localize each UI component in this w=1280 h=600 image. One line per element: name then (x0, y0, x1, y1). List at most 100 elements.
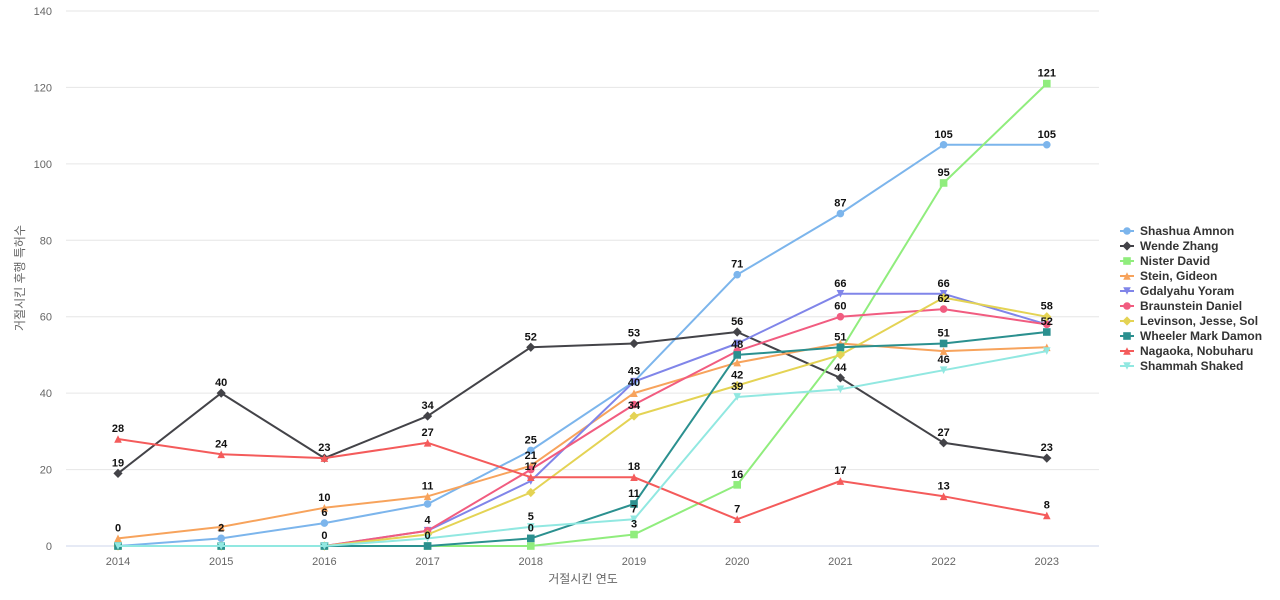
series-line (117, 143, 1048, 547)
y-tick-label: 100 (34, 159, 52, 171)
data-point (217, 450, 225, 459)
data-point (527, 465, 535, 474)
series-line (117, 438, 1048, 521)
data-point (835, 373, 845, 383)
data-point (423, 529, 433, 540)
data-point (733, 393, 741, 401)
data-point (114, 534, 122, 543)
data-point (836, 209, 845, 218)
data-label: 21 (525, 450, 537, 462)
data-point (423, 500, 432, 508)
data-point (630, 389, 638, 397)
data-label: 95 (937, 167, 949, 179)
legend-marker (1123, 227, 1131, 235)
data-point (732, 380, 742, 391)
series-line (117, 350, 1048, 547)
data-point (836, 477, 845, 485)
data-label: 40 (215, 377, 227, 389)
legend-marker (1122, 241, 1132, 251)
data-point (836, 289, 845, 298)
data-label: 51 (937, 327, 949, 339)
data-label: 52 (1041, 316, 1053, 328)
data-label: 40 (628, 377, 640, 389)
x-tick-label: 2018 (519, 556, 543, 568)
data-point (733, 358, 741, 367)
data-label: 87 (834, 198, 846, 210)
data-label: 27 (937, 427, 949, 439)
data-label: 51 (834, 331, 846, 343)
data-label: 39 (731, 381, 743, 393)
data-point (1043, 320, 1051, 329)
data-label: 28 (112, 423, 124, 435)
data-label: 8 (1044, 499, 1050, 511)
data-label: 71 (731, 259, 743, 271)
data-point (939, 179, 948, 187)
data-point (527, 534, 535, 543)
data-label: 52 (525, 331, 537, 343)
data-label: 25 (525, 434, 537, 446)
data-label: 42 (731, 370, 743, 382)
data-point (217, 523, 225, 531)
data-point (526, 342, 536, 352)
data-point (527, 523, 535, 531)
data-point (733, 351, 741, 359)
x-tick-label: 2023 (1035, 556, 1059, 568)
data-label: 17 (525, 461, 537, 473)
data-label: 17 (834, 465, 846, 477)
data-point (1043, 140, 1051, 149)
data-label: 19 (112, 457, 124, 469)
legend-label: Wheeler Mark Damon (1140, 329, 1262, 343)
data-label: 46 (937, 354, 949, 366)
x-tick-label: 2020 (725, 556, 749, 568)
data-label: 43 (628, 366, 640, 378)
legend-item: Wheeler Mark Damon (1120, 329, 1262, 343)
data-point (630, 500, 638, 508)
y-axis-title: 거절시킨 후행 특허수 (12, 225, 27, 331)
data-label: 0 (528, 522, 534, 534)
data-label: 53 (628, 327, 640, 339)
series-wende-zhang (113, 327, 1052, 478)
data-point (939, 366, 948, 375)
legend-marker (1123, 257, 1131, 265)
legend-marker (1123, 362, 1131, 370)
data-point (1043, 511, 1051, 520)
legend-item: Levinson, Jesse, Sol (1120, 314, 1258, 328)
data-label: 3 (631, 519, 637, 531)
data-point (733, 481, 741, 489)
data-label: 24 (215, 438, 228, 450)
y-tick-label: 80 (40, 235, 52, 247)
series-nagaoka-nobuharu (114, 435, 1051, 524)
data-label: 0 (115, 522, 121, 534)
data-point (733, 515, 741, 524)
legend-item: Nagaoka, Nobuharu (1120, 344, 1253, 358)
x-axis-ticks: 2014 2015 2016 2017 2018 2019 2020 2021 2022 2023 (106, 556, 1059, 568)
data-point (217, 542, 225, 550)
series-line (117, 331, 1048, 475)
legend-marker (1123, 287, 1131, 295)
data-label: 10 (318, 492, 330, 504)
grid-lines (66, 10, 1099, 547)
series-shammah-shaked (114, 347, 1051, 550)
x-tick-label: 2017 (415, 556, 439, 568)
data-point (527, 473, 535, 482)
data-label: 18 (628, 461, 640, 473)
data-point (1043, 328, 1051, 336)
legend-marker (1123, 347, 1131, 355)
data-label: 121 (1038, 68, 1056, 80)
data-point (1043, 347, 1051, 355)
data-point (630, 530, 638, 539)
x-tick-label: 2019 (622, 556, 646, 568)
series-wheeler-mark-damon (114, 328, 1051, 550)
data-point (629, 411, 639, 421)
data-point (320, 454, 329, 462)
y-tick-label: 0 (46, 541, 52, 553)
legend-label: Gdalyahu Yoram (1140, 284, 1234, 298)
data-label: 6 (321, 507, 327, 519)
series-stein-gideon (114, 339, 1051, 543)
data-label: 34 (421, 400, 434, 412)
data-point (527, 446, 535, 455)
data-label: 56 (731, 316, 743, 328)
